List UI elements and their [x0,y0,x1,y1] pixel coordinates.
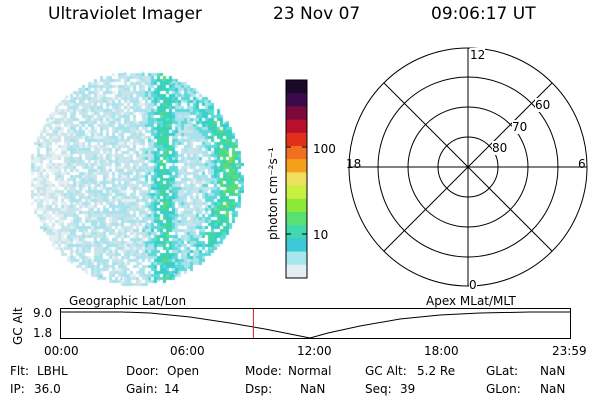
colorbar-tick-label-10: 10 [313,228,329,242]
colorbar-unit-label: photon cm⁻²s⁻¹ [266,147,280,240]
timeline-axis-label: GC Alt [11,307,25,345]
seq-value: 39 [400,382,416,396]
timeline-ymin-label: 1.8 [33,326,53,340]
timeline-tick-3: 18:00 [424,344,459,358]
timeline-tick-2: 12:00 [297,344,332,358]
timeline-svg [60,308,571,339]
timeline-tick-4: 23:59 [552,344,587,358]
glat-value: NaN [540,364,566,378]
colorbar-cell [286,212,307,226]
mlt-label-18: 18 [346,157,362,171]
lat-label-70: 70 [512,120,528,134]
colorbar-tick-label-100: 100 [313,142,336,156]
uv-image-canvas [28,70,244,288]
glon-label: GLon: [486,382,521,396]
flt-value: LBHL [37,364,68,378]
colorbar-cell [286,106,307,121]
lat-label-80: 80 [492,141,508,155]
time-label: 09:06:17 UT [431,4,536,24]
colorbar-cell [286,185,307,200]
dsp-label: Dsp: [245,382,273,396]
door-label: Door: [126,364,159,378]
lat-label-60: 60 [535,98,551,112]
polar-meridian-diagonal-2 [383,82,553,252]
colorbar-cell [286,238,307,253]
timeline-ymax-label: 9.0 [33,306,53,320]
gain-label: Gain: [126,382,158,396]
colorbar-cell [286,119,307,134]
colorbar-cell [286,132,307,147]
colorbar-cell [286,93,307,107]
colorbar-cell [286,159,307,173]
altitude-curve [60,311,570,339]
uv-image-disk [28,70,244,288]
mlt-label-0: 0 [469,278,477,292]
colorbar-cell [286,172,307,187]
seq-label: Seq: [365,382,392,396]
colorbar-cell [286,225,307,239]
colorbar-cell [286,251,307,266]
timeline-right-title: Apex MLat/MLT [426,294,516,308]
colorbar-cell [286,264,307,279]
flt-label: Flt: [10,364,29,378]
mode-value: Normal [288,364,332,378]
date-label: 23 Nov 07 [273,4,361,24]
door-value: Open [167,364,200,378]
gcalt-value: 5.2 Re [417,364,456,378]
glat-label: GLat: [486,364,519,378]
colorbar-frame [285,79,308,279]
gcalt-label: GC Alt: [365,364,407,378]
polar-grid [343,45,593,295]
timeline-frame [60,308,571,339]
polar-grid-svg [348,47,588,287]
ip-label: IP: [10,382,25,396]
dsp-value: NaN [300,382,326,396]
mode-label: Mode: [245,364,282,378]
timeline-left-title: Geographic Lat/Lon [69,294,187,308]
glon-value: NaN [540,382,566,396]
colorbar-cell [286,198,307,213]
mlt-label-12: 12 [470,48,486,62]
colorbar [260,78,320,280]
timeline-plot [60,308,575,340]
colorbar-cell [286,80,307,94]
timeline-tick-0: 00:00 [44,344,79,358]
mlt-label-6: 6 [578,157,586,171]
ip-value: 36.0 [34,382,61,396]
timeline-tick-1: 06:00 [170,344,205,358]
colorbar-svg [285,79,308,279]
instrument-title: Ultraviolet Imager [48,4,202,24]
colorbar-cell [286,146,307,160]
gain-value: 14 [164,382,180,396]
